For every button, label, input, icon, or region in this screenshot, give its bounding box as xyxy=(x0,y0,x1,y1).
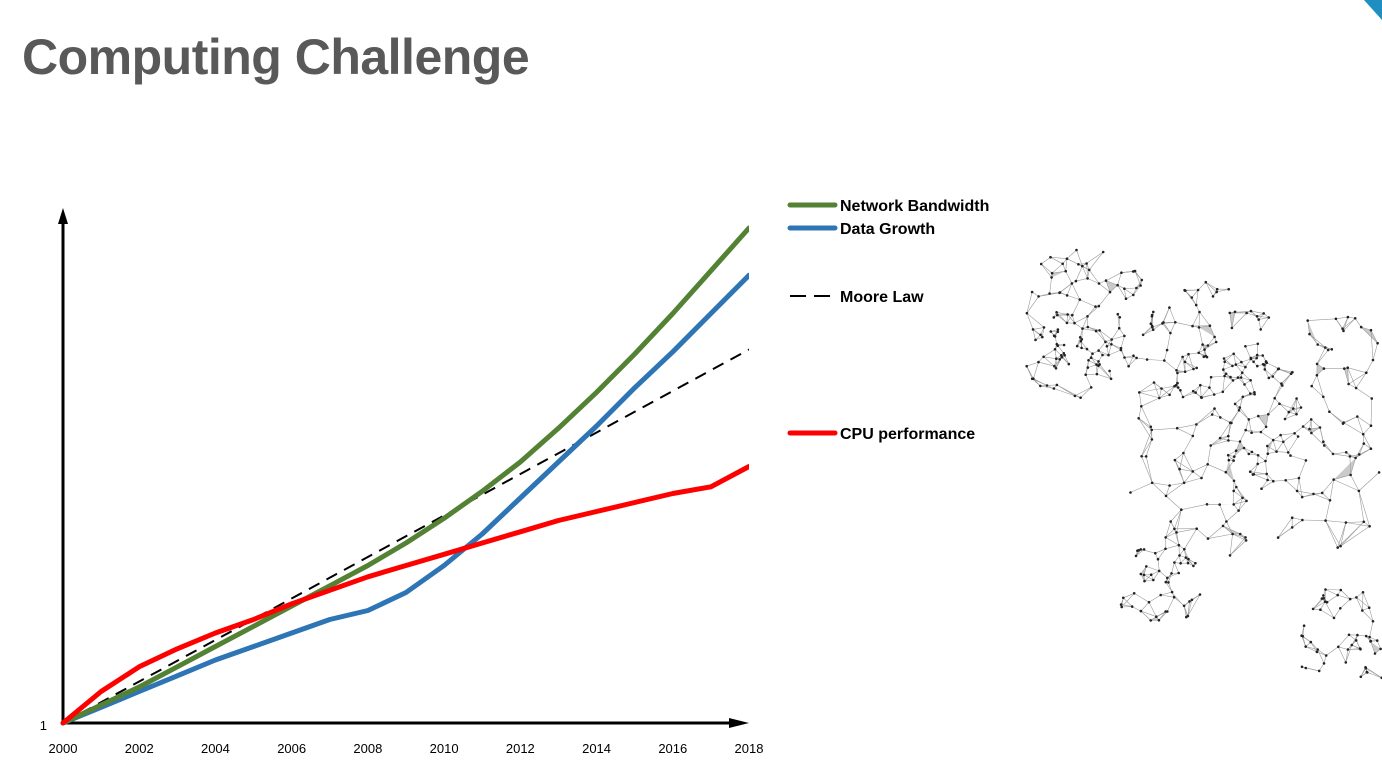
x-tick-label: 2006 xyxy=(277,741,306,756)
chart-series xyxy=(60,225,749,726)
x-tick-label: 2018 xyxy=(735,741,764,756)
y-tick-label: 1 xyxy=(40,718,47,733)
y-axis-arrow xyxy=(58,208,68,224)
series-line-moore-law xyxy=(62,348,749,724)
chart-legend: Network Bandwidth Data Growth Moore Law CPU… xyxy=(787,198,989,443)
network-nodes xyxy=(1025,248,1382,680)
network-graph-illustration xyxy=(1025,248,1382,680)
legend-label-cpu-performance: CPU performance xyxy=(840,426,975,443)
x-tick-label: 2016 xyxy=(658,741,687,756)
slide-title: Computing Challenge xyxy=(22,29,530,85)
legend-label-moore-law: Moore Law xyxy=(840,289,924,306)
x-tick-label: 2004 xyxy=(201,741,230,756)
series-line-network-bandwidth xyxy=(60,225,749,726)
series-line-cpu-performance xyxy=(60,464,749,726)
corner-accent xyxy=(1364,0,1382,20)
x-axis-arrow xyxy=(729,718,749,728)
x-tick-label: 2008 xyxy=(353,741,382,756)
x-tick-label: 2000 xyxy=(49,741,78,756)
x-tick-label: 2002 xyxy=(125,741,154,756)
x-tick-label: 2010 xyxy=(430,741,459,756)
network-edges xyxy=(1026,249,1382,679)
line-chart: 2000 2002 2004 2006 2008 2010 2012 2014 2016 2018… xyxy=(40,198,990,756)
legend-label-network-bandwidth: Network Bandwidth xyxy=(840,198,989,215)
x-tick-label: 2014 xyxy=(582,741,611,756)
chart-axes xyxy=(58,208,749,728)
x-tick-label: 2012 xyxy=(506,741,535,756)
legend-label-data-growth: Data Growth xyxy=(840,221,935,238)
series-line-data-growth xyxy=(60,272,749,726)
chart-tick-labels: 2000 2002 2004 2006 2008 2010 2012 2014 2016 2018… xyxy=(40,718,764,756)
